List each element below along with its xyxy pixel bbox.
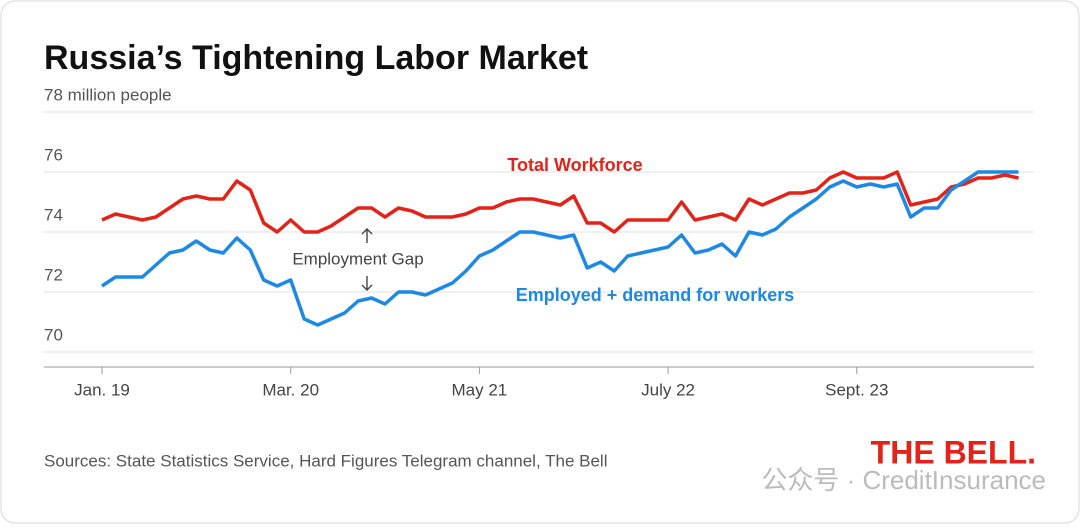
x-tick-label: Jan. 19: [74, 380, 130, 399]
logo: THE BELL.: [871, 434, 1036, 470]
x-tick-label: May 21: [452, 380, 508, 399]
series-line: [101, 170, 1019, 327]
x-tick-label: July 22: [641, 380, 695, 399]
y-tick-label: 74: [44, 205, 63, 224]
series-label: Employed + demand for workers: [516, 285, 795, 305]
series-line: [101, 170, 1019, 234]
y-tick-label: 76: [44, 145, 63, 164]
arrow-down: [361, 276, 373, 291]
x-tick-label: Mar. 20: [262, 380, 319, 399]
plot: 70 72 74 76 78 million people Jan. 19 Mar. 20 M…: [44, 85, 1034, 399]
watermark: 公众号 · CreditInsurance: [761, 465, 1046, 495]
arrow-up: [361, 228, 373, 243]
chart-title: Russia’s Tightening Labor Market: [44, 39, 588, 77]
y-tick-label: 78 million people: [44, 85, 172, 104]
annotation: Employment Gap: [292, 249, 423, 268]
source: Sources: State Statistics Service, Hard …: [44, 451, 607, 470]
x-tick-label: Sept. 23: [825, 380, 888, 399]
y-tick-label: 70: [44, 325, 63, 344]
y-tick-label: 72: [44, 265, 63, 284]
series-label: Total Workforce: [507, 155, 642, 175]
